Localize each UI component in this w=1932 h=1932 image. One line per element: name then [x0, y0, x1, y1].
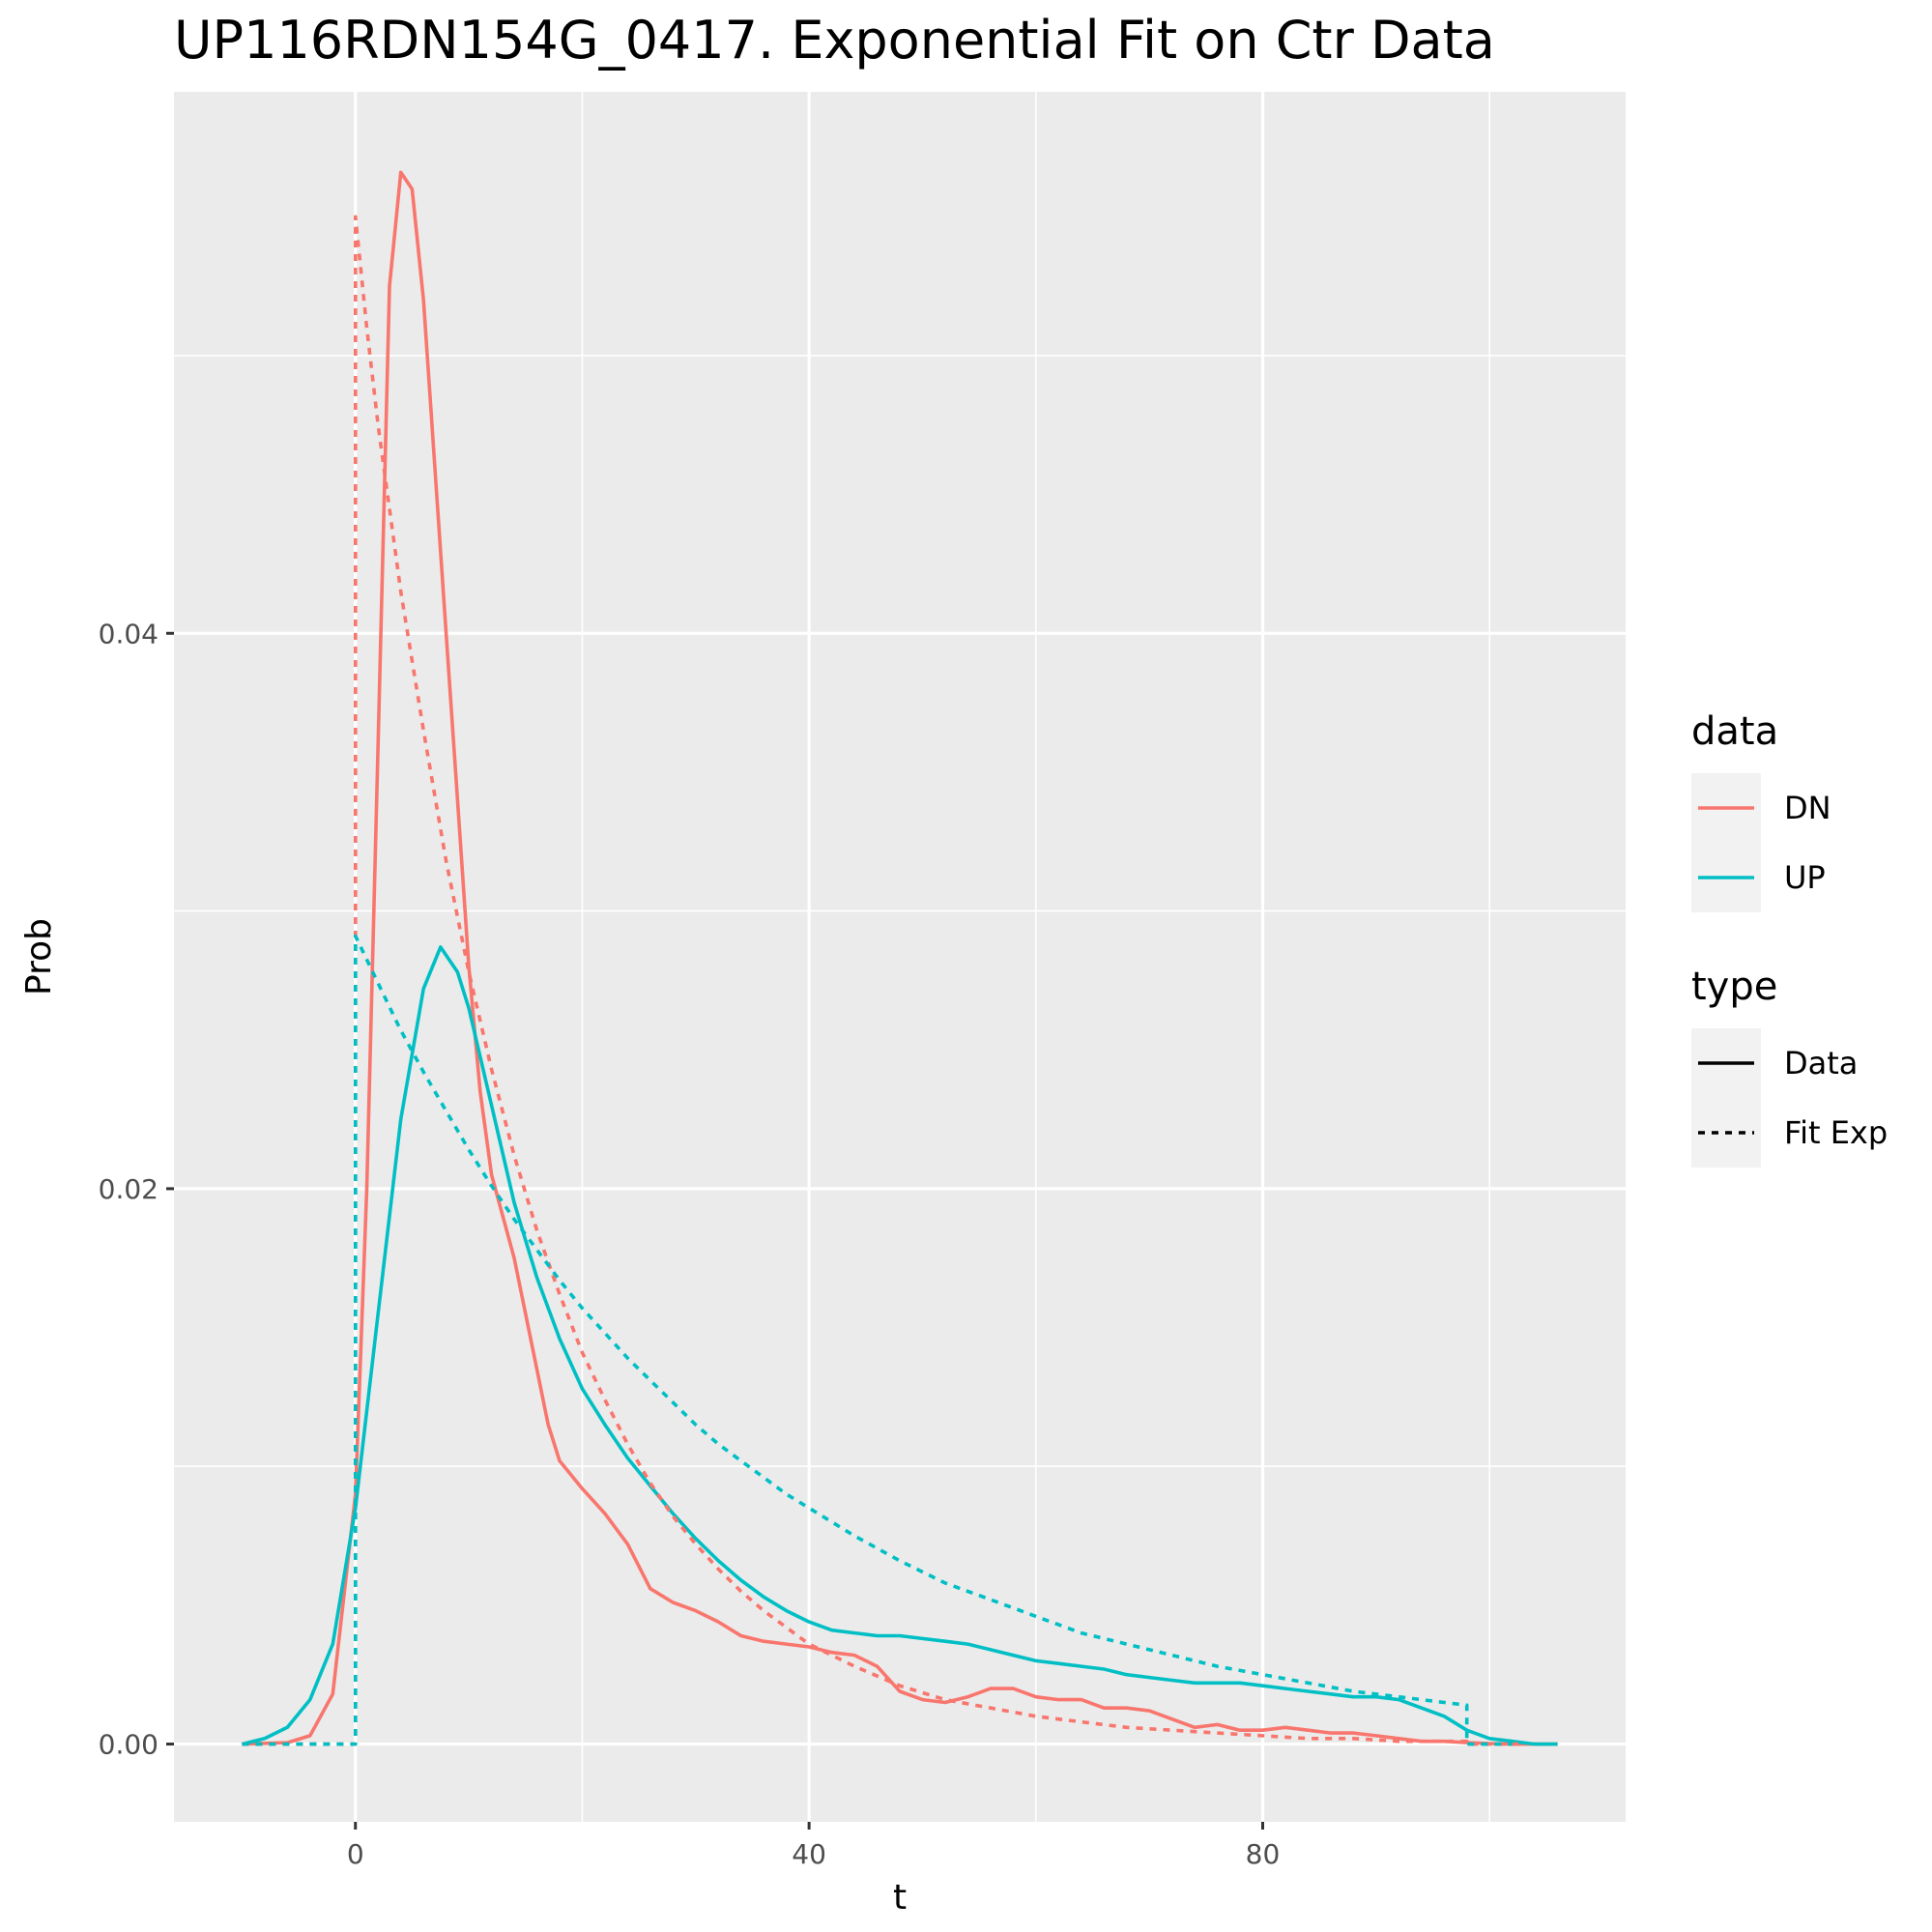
series-line-up-fit-exp: [242, 934, 1513, 1746]
legend-label-data: Data: [1784, 1045, 1858, 1081]
x-tick-label: 0: [347, 1838, 364, 1870]
x-axis-title: t: [893, 1878, 907, 1918]
y-tick-label: 0.04: [99, 618, 159, 649]
series-line-dn-data: [242, 170, 1558, 1746]
legend-label-fit-exp: Fit Exp: [1784, 1114, 1888, 1151]
y-tick-label: 0.00: [99, 1729, 159, 1761]
legend-title-type: type: [1691, 965, 1777, 1009]
y-axis-title: Prob: [19, 918, 59, 995]
legend-label-dn: DN: [1784, 790, 1831, 826]
x-tick-label: 40: [792, 1838, 826, 1870]
plot-panel: [174, 92, 1626, 1822]
legend-title-data: data: [1691, 709, 1778, 754]
x-tick-label: 80: [1246, 1838, 1281, 1870]
legend-label-up: UP: [1784, 859, 1826, 896]
series-line-dn-fit-exp: [242, 215, 1524, 1746]
y-tick-label: 0.02: [99, 1173, 159, 1205]
series-lines: [241, 170, 1558, 1746]
series-line-up-data: [241, 945, 1558, 1746]
chart-title: UP116RDN154G_0417. Exponential Fit on Ct…: [174, 10, 1495, 71]
axes: 0 40 80 0.00 0.02 0.04: [99, 618, 1281, 1870]
